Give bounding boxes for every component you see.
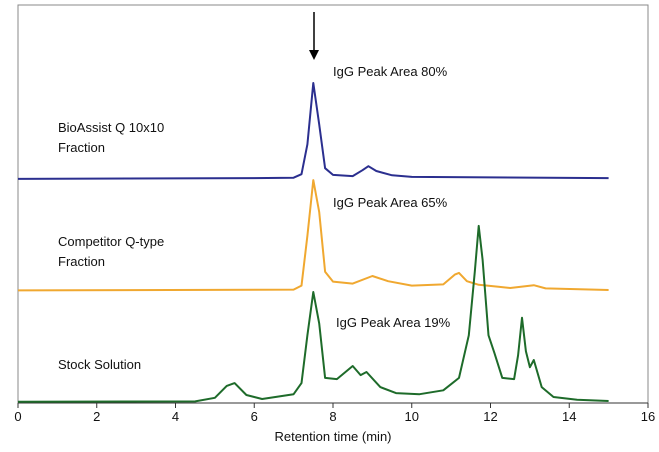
x-axis-label: Retention time (min) xyxy=(274,429,391,444)
annotation: IgG Peak Area 19% xyxy=(336,315,451,330)
series-label: Competitor Q-type Fraction xyxy=(58,234,165,269)
x-tick-label: 8 xyxy=(329,409,336,424)
annotation: IgG Peak Area 80% xyxy=(333,64,448,79)
x-tick-label: 0 xyxy=(14,409,21,424)
x-tick-label: 6 xyxy=(251,409,258,424)
series-label: BioAssist Q 10x10 Fraction xyxy=(58,120,165,155)
trace xyxy=(17,224,609,403)
series-label: Stock Solution xyxy=(58,357,142,372)
trace xyxy=(17,179,609,292)
x-tick-label: 10 xyxy=(405,409,419,424)
x-tick-label: 4 xyxy=(172,409,179,424)
x-tick-label: 2 xyxy=(93,409,100,424)
x-tick-label: 14 xyxy=(562,409,576,424)
trace xyxy=(17,82,609,180)
x-tick-label: 12 xyxy=(483,409,497,424)
annotation: IgG Peak Area 65% xyxy=(333,195,448,210)
x-tick-label: 16 xyxy=(641,409,655,424)
arrow-head xyxy=(309,50,319,60)
